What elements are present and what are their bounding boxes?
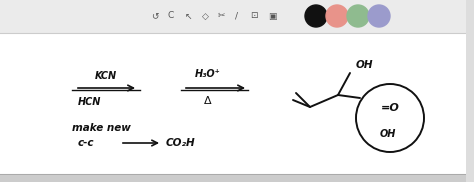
FancyBboxPatch shape xyxy=(466,0,474,182)
Text: c-c: c-c xyxy=(78,138,94,148)
Text: /: / xyxy=(236,11,238,21)
Text: HCN: HCN xyxy=(78,97,101,107)
Text: OH: OH xyxy=(380,129,396,139)
Text: ↖: ↖ xyxy=(184,11,192,21)
Text: KCN: KCN xyxy=(95,71,117,81)
Text: Δ: Δ xyxy=(204,96,212,106)
Text: C: C xyxy=(168,11,174,21)
Text: make new: make new xyxy=(72,123,131,133)
Text: OH: OH xyxy=(356,60,374,70)
Circle shape xyxy=(347,5,369,27)
Text: ✂: ✂ xyxy=(217,11,225,21)
Circle shape xyxy=(305,5,327,27)
Text: ↺: ↺ xyxy=(151,11,159,21)
FancyBboxPatch shape xyxy=(0,0,474,33)
Text: CO₂H: CO₂H xyxy=(166,138,196,148)
Text: ▣: ▣ xyxy=(268,11,276,21)
Ellipse shape xyxy=(356,84,424,152)
FancyBboxPatch shape xyxy=(0,175,474,182)
Text: ◇: ◇ xyxy=(201,11,209,21)
Text: =O: =O xyxy=(381,103,400,113)
Text: H₃O⁺: H₃O⁺ xyxy=(195,69,221,79)
Text: ⊡: ⊡ xyxy=(250,11,258,21)
Circle shape xyxy=(368,5,390,27)
Circle shape xyxy=(326,5,348,27)
